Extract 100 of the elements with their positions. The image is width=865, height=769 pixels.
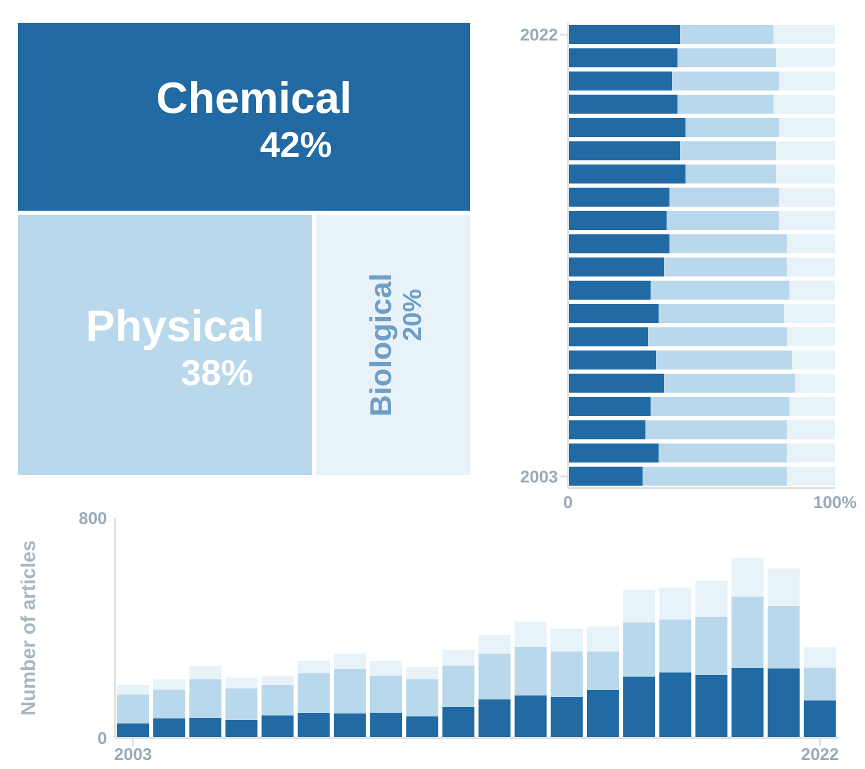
bar <box>786 466 835 486</box>
bar <box>794 374 835 393</box>
bar <box>568 304 659 323</box>
bar <box>586 651 619 690</box>
bar <box>568 327 648 346</box>
bar <box>568 444 659 462</box>
bar <box>623 590 656 622</box>
bar <box>677 94 774 114</box>
bar <box>695 675 728 738</box>
bar <box>664 374 795 393</box>
bar <box>786 444 835 462</box>
bar <box>685 164 776 184</box>
bar <box>568 397 651 416</box>
category-label: Biological <box>365 273 398 417</box>
x-tick-label: 100% <box>813 493 857 512</box>
bar <box>117 684 149 695</box>
bar <box>406 679 438 716</box>
bar <box>478 654 510 700</box>
bar <box>225 720 258 738</box>
bar <box>732 596 764 668</box>
bar <box>370 712 402 738</box>
bar <box>568 164 686 184</box>
bar <box>478 634 510 654</box>
bar <box>442 666 474 707</box>
bar <box>568 211 667 230</box>
bar <box>568 258 664 276</box>
bar <box>732 668 764 738</box>
bar <box>153 679 186 690</box>
bar <box>550 628 583 652</box>
bar <box>406 716 438 738</box>
bar <box>666 211 779 230</box>
bar <box>568 118 686 137</box>
bar <box>680 25 774 44</box>
bar <box>262 715 294 738</box>
bar <box>669 234 787 254</box>
bar <box>514 622 547 647</box>
bar <box>792 350 835 370</box>
bar <box>568 350 656 370</box>
bar <box>568 72 672 90</box>
bar <box>586 626 619 652</box>
bar <box>650 280 790 300</box>
bar <box>768 568 800 606</box>
bar <box>550 651 583 698</box>
data-label: 20% <box>397 288 428 341</box>
bar <box>776 164 835 184</box>
bar <box>659 588 692 620</box>
bar <box>586 690 619 738</box>
bar <box>648 327 787 346</box>
bar <box>262 684 294 716</box>
bar <box>568 374 664 393</box>
bar <box>225 678 258 688</box>
bar <box>568 94 678 114</box>
bar <box>568 420 646 440</box>
bar <box>804 647 836 668</box>
bar <box>550 697 583 738</box>
bar <box>774 25 835 44</box>
bar <box>370 676 402 713</box>
bar <box>659 619 692 673</box>
bar <box>677 48 776 68</box>
bar <box>778 118 835 137</box>
bar <box>153 690 186 718</box>
bar <box>786 234 835 254</box>
bar <box>442 706 474 738</box>
y-axis-title: Number of articles <box>18 540 40 716</box>
bar <box>790 397 835 416</box>
bar <box>664 258 787 276</box>
bar <box>117 694 149 724</box>
bar <box>804 700 836 738</box>
category-label: Chemical <box>156 74 352 123</box>
data-label: 42% <box>260 124 332 165</box>
bar <box>669 188 779 207</box>
bar <box>153 718 186 738</box>
bar <box>768 606 800 668</box>
bar <box>659 672 692 738</box>
bar <box>225 688 258 720</box>
bar <box>623 622 656 677</box>
bar <box>189 679 222 718</box>
bar <box>568 466 643 486</box>
bar <box>568 234 670 254</box>
bar <box>298 673 330 713</box>
bar <box>568 280 651 300</box>
bar <box>778 188 835 207</box>
y-tick-label: 800 <box>78 509 107 528</box>
bar <box>642 466 787 486</box>
bar <box>672 72 779 90</box>
bar <box>784 304 835 323</box>
bar <box>117 723 149 738</box>
bar <box>658 304 784 323</box>
bar <box>334 714 366 738</box>
category-label: Physical <box>86 302 264 351</box>
bar <box>406 667 438 680</box>
bar <box>778 72 835 90</box>
bar <box>442 650 474 666</box>
bar <box>685 118 779 137</box>
bar <box>370 661 402 676</box>
bar <box>568 25 680 44</box>
data-label: 38% <box>181 352 254 393</box>
bar <box>645 420 787 440</box>
bar <box>650 397 790 416</box>
bar <box>790 280 835 300</box>
